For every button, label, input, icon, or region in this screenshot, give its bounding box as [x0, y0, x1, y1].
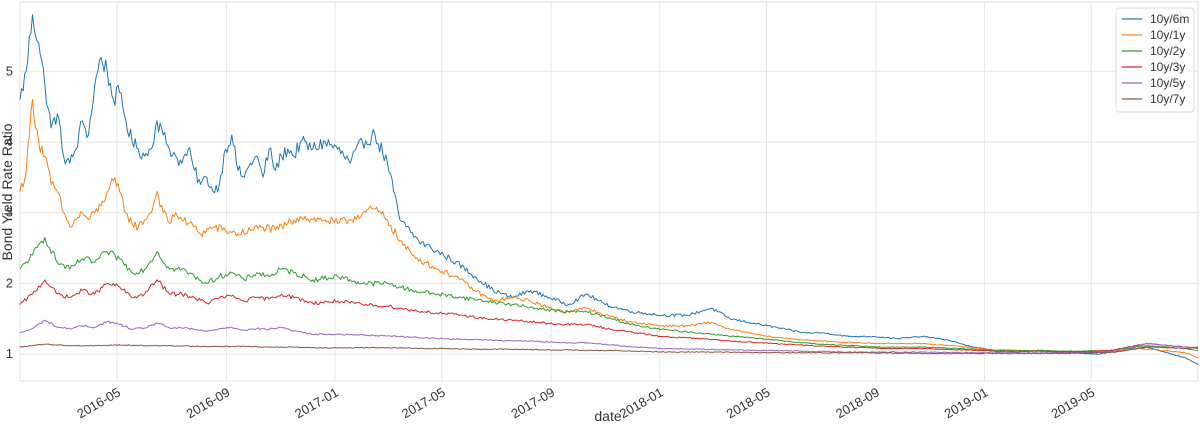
legend-label: 10y/6m	[1150, 12, 1189, 26]
series-line-10y-3y	[19, 279, 1199, 353]
series-line-10y-2y	[19, 237, 1199, 353]
legend: 10y/6m 10y/1y 10y/2y 10y/3y 10y/5y 10y/7y	[1115, 7, 1195, 113]
y-tick-label: 4	[6, 134, 13, 149]
legend-label: 10y/7y	[1150, 92, 1185, 106]
legend-frame	[1115, 7, 1195, 113]
y-tick-label: 3	[6, 205, 13, 220]
y-tick-label: 1	[6, 346, 13, 361]
legend-label: 10y/2y	[1150, 44, 1185, 58]
grid-lines	[19, 1, 1199, 382]
series-lines	[19, 14, 1199, 366]
x-axis-title: date	[594, 408, 621, 424]
y-axis-title: Bond Yield Rate Ratio	[0, 123, 15, 260]
series-line-10y-1y	[19, 99, 1199, 359]
y-tick-label: 5	[6, 63, 13, 78]
y-tick-label: 2	[6, 275, 13, 290]
series-line-10y-7y	[19, 343, 1199, 355]
series-line-10y-5y	[19, 319, 1199, 354]
legend-label: 10y/1y	[1150, 28, 1185, 42]
y-tick-labels: 1 2 3 4 5	[6, 63, 13, 361]
legend-label: 10y/5y	[1150, 76, 1185, 90]
legend-label: 10y/3y	[1150, 60, 1185, 74]
